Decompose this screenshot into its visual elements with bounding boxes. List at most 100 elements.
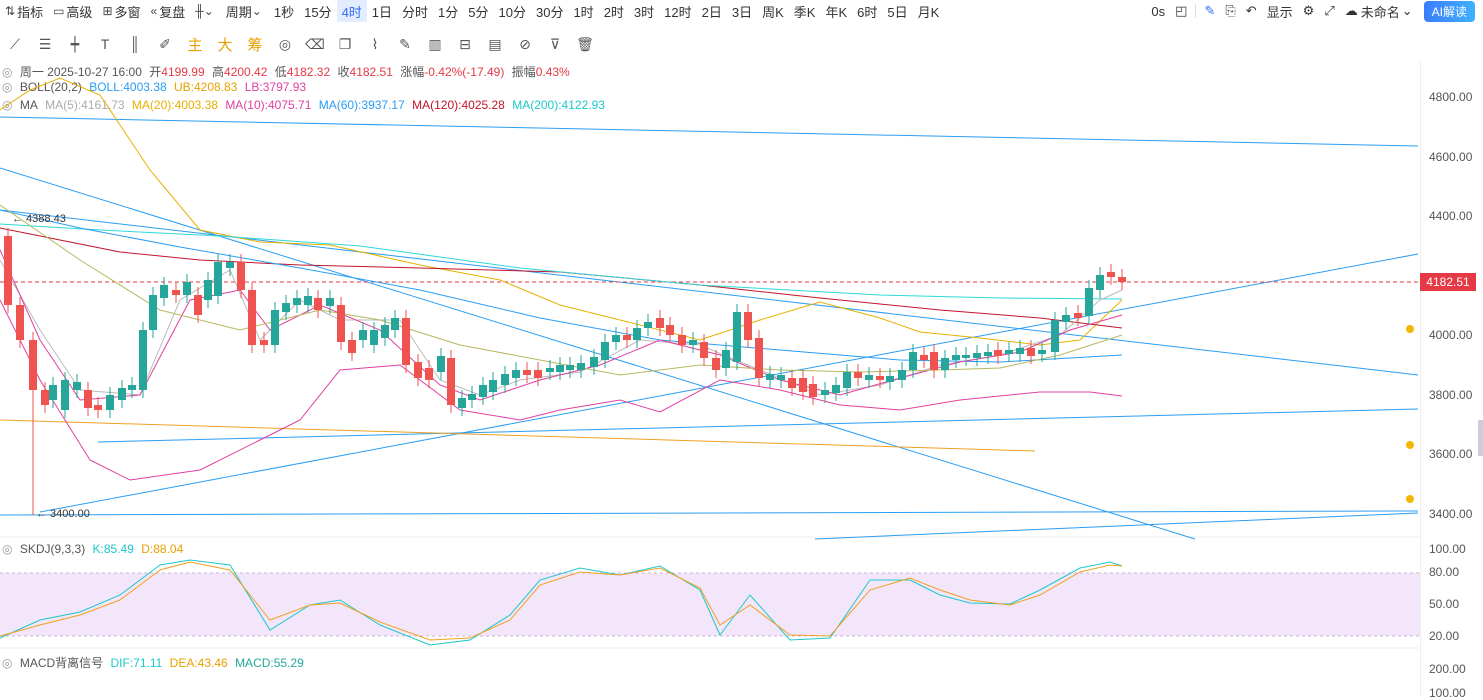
period-3[interactable]: 1日: [371, 4, 393, 20]
period-13[interactable]: 2日: [701, 4, 722, 20]
undo-button[interactable]: ↶: [1241, 0, 1262, 22]
skdj-name[interactable]: SKDJ(9,3,3): [19, 542, 86, 556]
boll-mid-line: [0, 204, 1123, 376]
period-11[interactable]: 3时: [633, 4, 655, 20]
replay-button[interactable]: «复盘: [150, 4, 186, 20]
draw-toggle-button[interactable]: ✎: [1199, 0, 1220, 22]
period-dropdown[interactable]: 周期 ⌄: [225, 4, 262, 20]
period-5[interactable]: 1分: [438, 4, 459, 20]
magnet-icon[interactable]: ◎: [278, 35, 292, 52]
tool-7[interactable]: 大: [217, 36, 233, 54]
candle-body: [821, 390, 829, 395]
price-axis[interactable]: 4800.00 4600.00 4400.00 4000.00 3800.00 3600.…: [1420, 60, 1483, 700]
price-tick: 3400.00: [1429, 507, 1473, 521]
ma-name[interactable]: MA: [19, 98, 38, 112]
trash-icon[interactable]: 🗑: [576, 35, 594, 52]
eraser-icon[interactable]: ⌫: [305, 35, 325, 52]
period-20[interactable]: 月K: [917, 4, 940, 20]
boll-name[interactable]: BOLL(20,2): [19, 80, 82, 94]
price-tick: 4000.00: [1429, 328, 1473, 343]
candle-body: [337, 305, 345, 342]
filter-icon[interactable]: ⊽: [549, 35, 561, 52]
cloud-icon: ☁: [1344, 3, 1358, 18]
candle-body: [854, 372, 862, 378]
workspace-dropdown[interactable]: ☁ 未命名 ⌄: [1344, 3, 1413, 20]
display-button[interactable]: 显示: [1266, 4, 1293, 20]
tool-6[interactable]: 主: [187, 36, 203, 54]
chevron-down-icon: ⌄: [1401, 3, 1413, 18]
candle-body: [49, 385, 57, 400]
lock-icon[interactable]: ⊟: [459, 35, 471, 52]
bell-icon[interactable]: ◎: [2, 80, 13, 94]
advanced-button[interactable]: ▭ 高级: [53, 4, 93, 20]
period-19[interactable]: 5日: [887, 4, 908, 20]
brush-icon[interactable]: ✐: [159, 35, 171, 52]
event-marker-icon[interactable]: [1406, 441, 1414, 449]
multiwindow-button[interactable]: ⊞ 多窗: [102, 4, 141, 20]
close-label: 收: [337, 65, 350, 79]
period-4[interactable]: 分时: [402, 4, 429, 20]
period-18[interactable]: 6时: [857, 4, 878, 20]
text-tool-icon[interactable]: T: [100, 36, 110, 52]
period-16[interactable]: 季K: [793, 4, 816, 20]
price-chart[interactable]: ← 4388.43 ← 3400.00: [0, 0, 1420, 697]
period-6[interactable]: 5分: [468, 4, 489, 20]
candle-body: [1074, 313, 1082, 318]
camera-button[interactable]: ◰: [1170, 0, 1192, 22]
period-1[interactable]: 15分: [304, 4, 332, 20]
measure-icon[interactable]: ▥: [428, 35, 442, 52]
candle-body: [566, 365, 574, 370]
skdj-tick: 50.00: [1429, 597, 1460, 611]
period-8[interactable]: 30分: [535, 4, 564, 20]
candle-body: [172, 290, 180, 295]
close-value: 4182.51: [349, 65, 393, 79]
ma60-value: MA(60):3937.17: [318, 98, 405, 112]
export-button[interactable]: ⎘: [1220, 0, 1240, 22]
period-14[interactable]: 3日: [731, 4, 753, 20]
candle-body: [898, 370, 906, 380]
ma200-value: MA(200):4122.93: [512, 98, 605, 112]
candle-body: [1005, 350, 1013, 354]
horizontal-line-icon[interactable]: ┿: [70, 35, 80, 52]
chart-type-button[interactable]: ╫⌄: [190, 0, 221, 22]
candle-body: [832, 385, 840, 393]
period-2[interactable]: 4时: [336, 0, 367, 22]
trend-line-icon[interactable]: ⟋: [10, 35, 20, 52]
event-marker-icon[interactable]: [1406, 495, 1414, 503]
link-icon[interactable]: ⊘: [519, 35, 531, 52]
ai-analysis-button[interactable]: AI解读: [1423, 0, 1475, 22]
candle-body: [809, 384, 817, 397]
bell-icon[interactable]: ◎: [2, 542, 13, 556]
tool-8[interactable]: 筹: [247, 36, 263, 54]
resize-handle[interactable]: [1478, 420, 1483, 456]
note-icon[interactable]: ▤: [488, 35, 502, 52]
candle-body: [370, 330, 378, 345]
ruler-icon[interactable]: ⌇: [371, 35, 379, 52]
candle-body: [237, 262, 245, 290]
event-marker-icon[interactable]: [1406, 325, 1414, 333]
pencil-icon[interactable]: ✎: [399, 35, 411, 52]
bell-icon[interactable]: ◎: [2, 656, 13, 670]
duplicate-icon[interactable]: ❐: [338, 35, 352, 52]
indicator-button[interactable]: ⇅ 指标: [5, 4, 44, 20]
eye-icon[interactable]: ◎: [2, 65, 13, 79]
period-12[interactable]: 12时: [664, 4, 692, 20]
candle-body: [29, 340, 37, 390]
macd-dif: DIF:71.11: [110, 656, 163, 670]
price-tick: 4400.00: [1429, 209, 1473, 224]
period-17[interactable]: 年K: [825, 4, 848, 20]
settings-button[interactable]: ⚙: [1298, 0, 1320, 22]
price-tick: 4600.00: [1429, 149, 1473, 164]
parallel-lines-icon[interactable]: ☰: [38, 35, 52, 52]
candle-body: [952, 355, 960, 360]
period-15[interactable]: 周K: [762, 4, 784, 20]
candle-body: [633, 328, 641, 340]
period-0[interactable]: 1秒: [273, 4, 295, 20]
macd-name[interactable]: MACD背离信号: [19, 656, 104, 670]
fullscreen-button[interactable]: ⤢: [1319, 0, 1339, 22]
period-7[interactable]: 10分: [498, 4, 526, 20]
period-9[interactable]: 1时: [573, 4, 594, 20]
period-10[interactable]: 2时: [603, 4, 624, 20]
fib-tool-icon[interactable]: ║: [130, 36, 140, 52]
candle-body: [1085, 288, 1093, 316]
